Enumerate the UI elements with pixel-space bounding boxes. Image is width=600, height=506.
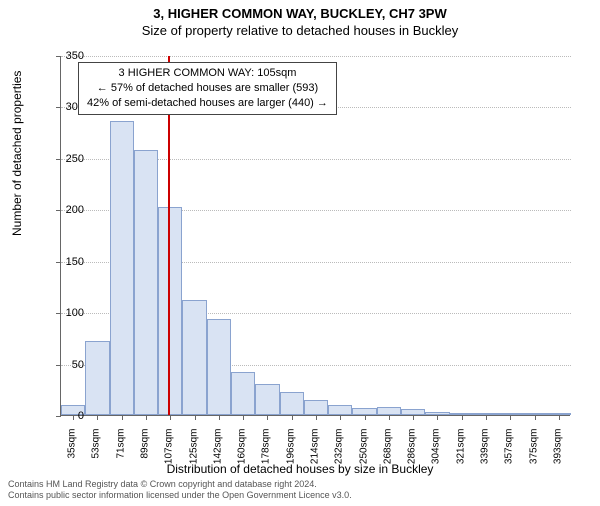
histogram-bar: [377, 407, 401, 415]
xtick-label: 232sqm: [334, 429, 345, 479]
xtick-label: 321sqm: [455, 429, 466, 479]
footer-line-2: Contains public sector information licen…: [8, 490, 352, 502]
xtick-label: 357sqm: [504, 429, 515, 479]
annotation-line-2: ← 57% of detached houses are smaller (59…: [87, 81, 328, 96]
histogram-bar: [207, 319, 231, 415]
annotation-line-1: 3 HIGHER COMMON WAY: 105sqm: [87, 66, 328, 81]
xtick-label: 107sqm: [164, 429, 175, 479]
gridline: [61, 56, 571, 57]
xtick-mark: [170, 415, 171, 420]
xtick-mark: [316, 415, 317, 420]
histogram-bar: [280, 392, 304, 415]
xtick-label: 178sqm: [261, 429, 272, 479]
histogram-bar: [85, 341, 109, 415]
xtick-label: 393sqm: [552, 429, 563, 479]
footer-attribution: Contains HM Land Registry data © Crown c…: [8, 479, 352, 502]
xtick-mark: [437, 415, 438, 420]
xtick-label: 53sqm: [91, 429, 102, 479]
xtick-mark: [389, 415, 390, 420]
xtick-label: 339sqm: [480, 429, 491, 479]
histogram-bar: [231, 372, 255, 415]
xtick-mark: [510, 415, 511, 420]
xtick-label: 142sqm: [212, 429, 223, 479]
xtick-mark: [340, 415, 341, 420]
xtick-label: 286sqm: [407, 429, 418, 479]
xtick-label: 35sqm: [67, 429, 78, 479]
xtick-mark: [462, 415, 463, 420]
xtick-label: 214sqm: [310, 429, 321, 479]
y-axis-label: Number of detached properties: [10, 71, 24, 236]
ytick-label: 150: [44, 256, 84, 268]
histogram-bar: [182, 300, 206, 415]
xtick-mark: [97, 415, 98, 420]
xtick-mark: [267, 415, 268, 420]
histogram-bar: [134, 150, 158, 415]
chart-title-sub: Size of property relative to detached ho…: [0, 23, 600, 38]
ytick-label: 0: [44, 410, 84, 422]
xtick-mark: [243, 415, 244, 420]
ytick-label: 50: [44, 359, 84, 371]
xtick-mark: [292, 415, 293, 420]
histogram-bar: [352, 408, 376, 415]
footer-line-1: Contains HM Land Registry data © Crown c…: [8, 479, 352, 491]
xtick-mark: [195, 415, 196, 420]
xtick-label: 196sqm: [285, 429, 296, 479]
xtick-mark: [559, 415, 560, 420]
xtick-mark: [535, 415, 536, 420]
ytick-label: 350: [44, 50, 84, 62]
xtick-mark: [413, 415, 414, 420]
histogram-bar: [255, 384, 279, 415]
xtick-label: 375sqm: [528, 429, 539, 479]
histogram-bar: [158, 207, 182, 415]
xtick-label: 160sqm: [237, 429, 248, 479]
xtick-label: 304sqm: [431, 429, 442, 479]
chart-title-main: 3, HIGHER COMMON WAY, BUCKLEY, CH7 3PW: [0, 6, 600, 21]
xtick-label: 71sqm: [115, 429, 126, 479]
ytick-label: 250: [44, 153, 84, 165]
xtick-label: 250sqm: [358, 429, 369, 479]
ytick-label: 100: [44, 307, 84, 319]
xtick-mark: [146, 415, 147, 420]
xtick-label: 268sqm: [382, 429, 393, 479]
ytick-label: 200: [44, 204, 84, 216]
histogram-bar: [328, 405, 352, 415]
annotation-line-3: 42% of semi-detached houses are larger (…: [87, 96, 328, 111]
annotation-box: 3 HIGHER COMMON WAY: 105sqm← 57% of deta…: [78, 62, 337, 115]
xtick-label: 125sqm: [188, 429, 199, 479]
histogram-bar: [304, 400, 328, 415]
xtick-label: 89sqm: [140, 429, 151, 479]
xtick-mark: [365, 415, 366, 420]
xtick-mark: [486, 415, 487, 420]
xtick-mark: [122, 415, 123, 420]
histogram-bar: [110, 121, 134, 415]
xtick-mark: [219, 415, 220, 420]
